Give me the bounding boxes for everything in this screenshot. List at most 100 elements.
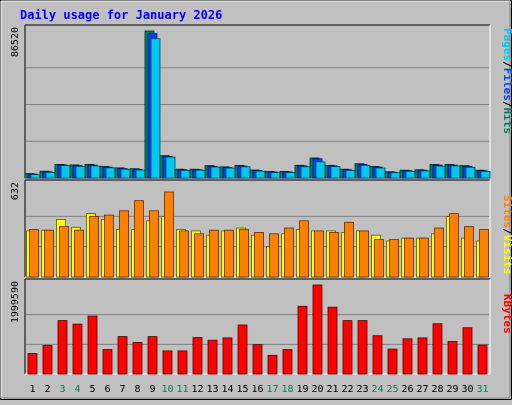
legend-item: Visits: [501, 235, 512, 275]
bar-pages-day-21: [330, 166, 341, 179]
bar-kbytes-day-16: [252, 344, 263, 375]
day-label: 17: [266, 384, 278, 395]
day-labels: 1 2 3 4 5 6 7 8 9 10 11 12 13 14 15 16 17 18 19 20 21 22 23 24 2…: [29, 384, 488, 395]
bar-kbytes-day-31: [477, 344, 488, 375]
bar-kbytes-day-30: [462, 327, 473, 375]
legend-separator: /: [501, 101, 512, 108]
bar-pages-day-30: [465, 166, 476, 179]
day-label: 6: [104, 384, 110, 395]
bar-sites-day-28: [434, 227, 444, 278]
bar-sites-day-24: [374, 239, 384, 278]
day-label: 16: [251, 384, 263, 395]
bar-sites-day-18: [284, 227, 294, 278]
bar-sites-day-14: [224, 229, 234, 278]
bar-pages-day-31: [480, 170, 491, 179]
bar-kbytes-day-8: [132, 341, 143, 375]
bar-kbytes-day-14: [222, 337, 233, 375]
bar-sites-day-21: [329, 231, 339, 278]
bar-pages-day-1: [30, 174, 41, 179]
bar-pages-day-12: [195, 169, 206, 179]
bar-kbytes-day-22: [342, 320, 353, 375]
bar-kbytes-day-29: [447, 341, 458, 375]
plot-area: [25, 25, 490, 178]
bar-pages-day-5: [90, 165, 101, 179]
bar-pages-day-11: [180, 169, 191, 179]
bar-sites-day-30: [464, 226, 474, 278]
bar-pages-day-15: [240, 166, 251, 179]
day-label: 19: [296, 384, 308, 395]
chart-title: Daily usage for January 2026: [20, 8, 222, 22]
bar-pages-day-2: [45, 171, 56, 179]
bar-sites-day-15: [239, 229, 249, 278]
bar-sites-day-6: [104, 214, 114, 278]
bar-kbytes-day-6: [102, 349, 113, 375]
bar-kbytes-day-3: [57, 320, 68, 375]
day-label: 24: [371, 384, 383, 395]
day-label: 9: [149, 384, 155, 395]
bar-pages-day-17: [270, 172, 281, 179]
day-label: 29: [446, 384, 458, 395]
bar-sites-day-13: [209, 229, 219, 278]
bar-sites-day-29: [449, 213, 459, 278]
bar-sites-day-27: [419, 237, 429, 278]
bar-pages-day-28: [435, 165, 446, 179]
panels: 86520Pages/Files/Hits632Sites/Visits1999…: [10, 24, 512, 375]
bar-pages-day-3: [60, 165, 71, 179]
legend-item: Sites: [501, 195, 512, 228]
day-label: 27: [416, 384, 428, 395]
day-label: 8: [134, 384, 140, 395]
bar-kbytes-day-21: [327, 306, 338, 375]
bar-pages-day-27: [420, 170, 431, 179]
day-label: 26: [401, 384, 413, 395]
day-label: 14: [221, 384, 233, 395]
bar-sites-day-23: [359, 230, 369, 278]
bar-sites-day-9: [149, 210, 159, 278]
bar-pages-day-8: [135, 169, 146, 179]
bar-sites-day-20: [314, 230, 324, 278]
bar-kbytes-day-2: [42, 345, 53, 375]
day-label: 13: [206, 384, 218, 395]
bar-pages-day-16: [255, 170, 266, 179]
day-label: 7: [119, 384, 125, 395]
panel-visits-sites: 632 Sites/Visits: [10, 179, 512, 278]
bar-kbytes-day-12: [192, 337, 203, 375]
bar-pages-day-26: [405, 170, 416, 179]
y-max-label: 1999590: [10, 281, 21, 323]
panel-kbytes: 1999590 KBytes: [10, 278, 512, 375]
day-label: 4: [74, 384, 80, 395]
bar-sites-day-7: [119, 210, 129, 278]
bar-pages-day-25: [390, 172, 401, 179]
bar-sites-day-4: [74, 229, 84, 278]
bar-kbytes-day-7: [117, 336, 128, 375]
bar-kbytes-day-20: [312, 284, 323, 375]
bar-pages-day-19: [300, 166, 311, 179]
bar-pages-day-7: [120, 168, 131, 179]
bar-pages-day-6: [105, 167, 116, 179]
bar-sites-day-31: [479, 229, 489, 278]
bar-kbytes-day-11: [177, 350, 188, 375]
bar-sites-day-26: [404, 237, 414, 278]
bar-pages-day-18: [285, 172, 296, 179]
y-max-label: 632: [10, 182, 21, 200]
bar-sites-day-8: [134, 200, 144, 278]
bar-pages-day-13: [210, 166, 221, 179]
bar-kbytes-day-1: [27, 353, 38, 375]
bar-pages-day-23: [360, 164, 371, 179]
bar-kbytes-day-23: [357, 320, 368, 375]
bar-sites-day-11: [179, 230, 189, 278]
legend-visits-sites: Sites/Visits: [501, 195, 512, 275]
day-label: 28: [431, 384, 443, 395]
bar-sites-day-16: [254, 231, 264, 278]
bar-pages-day-24: [375, 167, 386, 179]
bar-sites-day-19: [299, 220, 309, 278]
bar-kbytes-day-13: [207, 339, 218, 375]
bar-sites-day-10: [164, 191, 174, 278]
bar-pages-day-29: [450, 165, 461, 179]
legend-item: Pages: [501, 28, 512, 61]
day-label: 10: [161, 384, 173, 395]
bar-sites-day-22: [344, 221, 354, 278]
bar-kbytes-day-17: [267, 354, 278, 375]
bar-sites-day-2: [44, 229, 54, 278]
